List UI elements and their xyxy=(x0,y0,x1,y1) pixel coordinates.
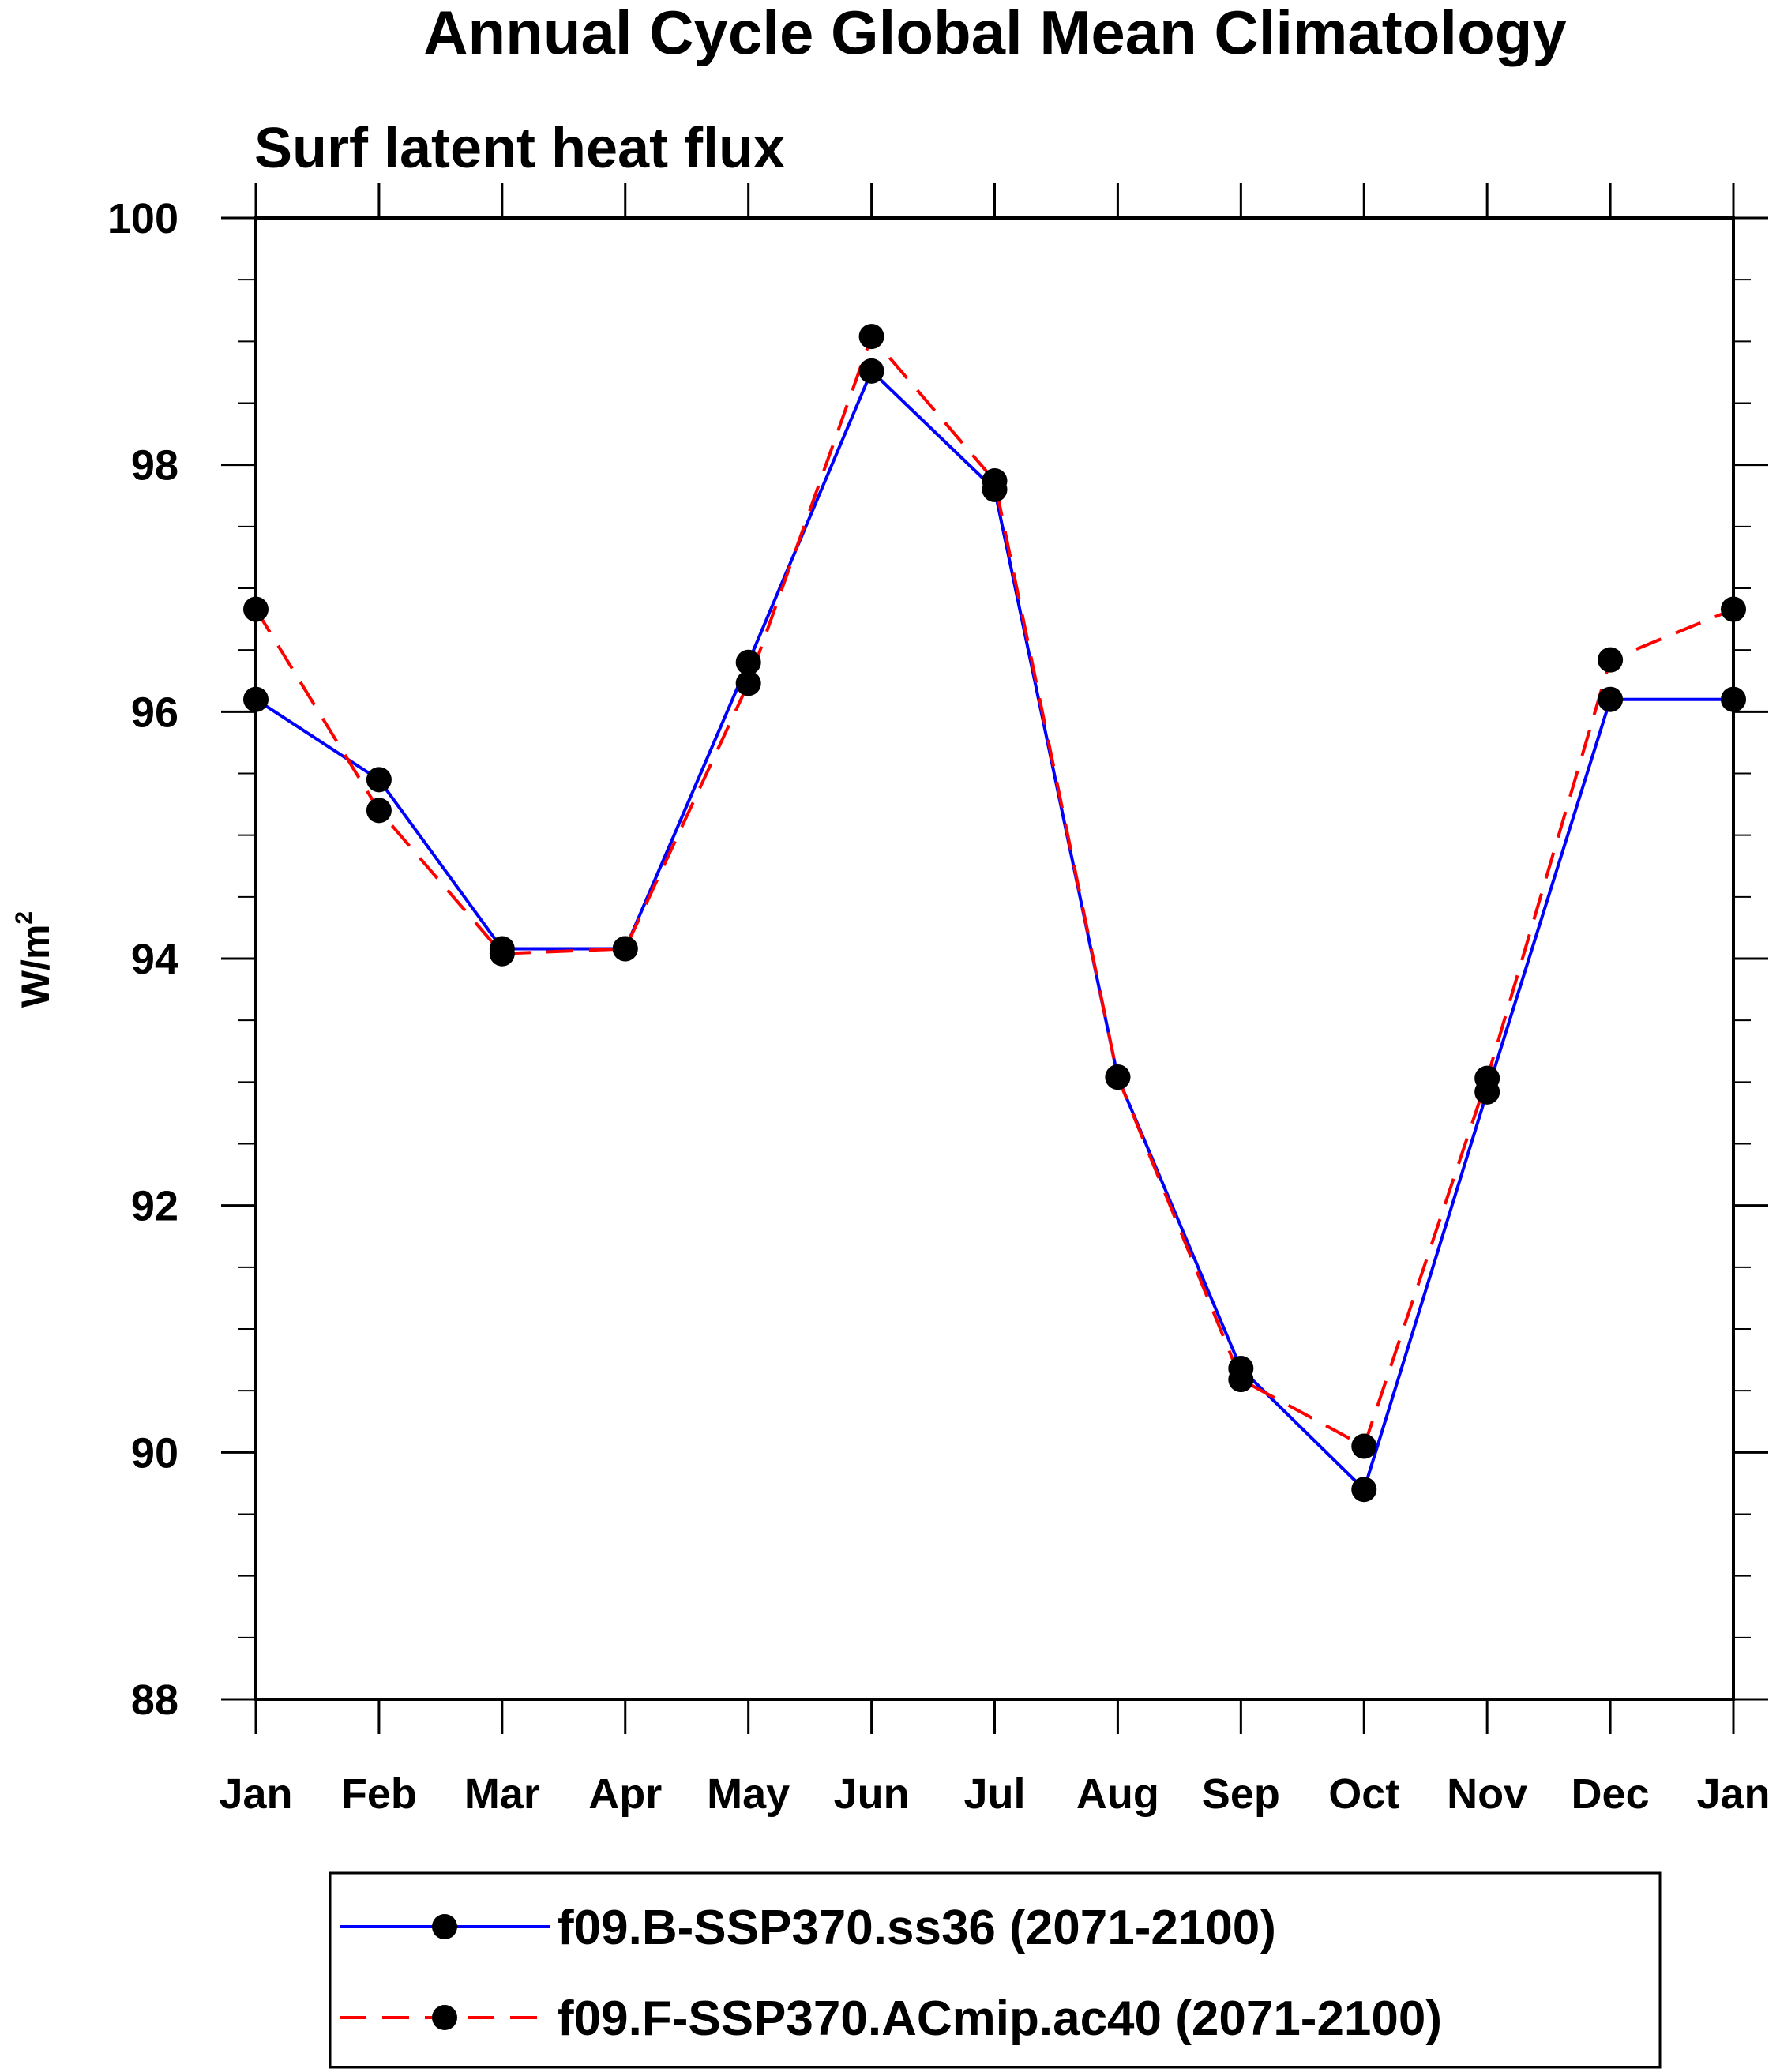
plot-frame xyxy=(254,216,1735,1701)
x-tick-label: Jun xyxy=(834,1770,910,1818)
legend-label-2: f09.F-SSP370.ACmip.ac40 (2071-2100) xyxy=(558,1991,1442,2046)
y-tick-label: 94 xyxy=(131,936,178,983)
series-2-point xyxy=(1105,1064,1131,1090)
series-2-point xyxy=(735,670,761,696)
series-2-point xyxy=(1474,1065,1500,1091)
series-2-point xyxy=(982,467,1008,494)
series-1-point xyxy=(858,358,884,384)
x-tick-label: Apr xyxy=(588,1770,662,1818)
x-tick-label: Nov xyxy=(1447,1770,1527,1818)
chart-subtitle: Surf latent heat flux xyxy=(254,117,785,180)
x-tick-label: Feb xyxy=(341,1770,417,1818)
series-2-point xyxy=(489,940,515,967)
series-layer xyxy=(243,324,1746,1503)
legend-box xyxy=(329,1871,1662,2069)
series-2-point xyxy=(1228,1367,1254,1393)
legend-marker-1 xyxy=(432,1914,457,1939)
y-tick-label: 90 xyxy=(131,1429,178,1477)
series-2-point xyxy=(612,936,638,962)
series-line-1 xyxy=(254,368,1733,1492)
x-tick-label: May xyxy=(707,1770,790,1818)
y-axis-label: W/m2 xyxy=(11,911,58,1008)
y-tick-label: 96 xyxy=(131,689,178,736)
y-axis-label-text: W/m xyxy=(13,925,58,1008)
series-line-2 xyxy=(254,333,1734,1449)
legend-marker-2 xyxy=(432,2005,457,2030)
y-axis-label-superscript: 2 xyxy=(11,911,37,925)
series-1-point xyxy=(1598,686,1624,712)
axis-ticks xyxy=(221,183,1768,1734)
x-tick-label: Jul xyxy=(963,1770,1025,1818)
x-tick-label: Sep xyxy=(1202,1770,1280,1818)
tick-labels: 88 90 92 94 96 98 100 Jan Feb Mar Apr May Jun Jul Aug S… xyxy=(107,195,1771,1818)
svg-text:W/m2: W/m2 xyxy=(11,911,58,1008)
legend: f09.B-SSP370.ss36 (2071-2100) f09.F-SSP37… xyxy=(329,1871,1662,2069)
y-tick-label: 88 xyxy=(131,1676,178,1724)
x-tick-label: Aug xyxy=(1076,1770,1159,1818)
series-2-point xyxy=(366,798,392,824)
legend-label-1: f09.B-SSP370.ss36 (2071-2100) xyxy=(558,1901,1276,1955)
x-tick-label: Mar xyxy=(464,1770,540,1818)
series-2-point xyxy=(1598,647,1624,673)
y-tick-label: 92 xyxy=(131,1183,178,1230)
x-tick-label: Jan xyxy=(1696,1770,1770,1818)
y-tick-label: 100 xyxy=(107,195,178,242)
series-2-point xyxy=(1351,1433,1377,1459)
y-tick-label: 98 xyxy=(131,442,178,490)
chart-title: Annual Cycle Global Mean Climatology xyxy=(423,0,1567,67)
series-2-point xyxy=(858,324,884,350)
x-tick-label: Dec xyxy=(1572,1770,1650,1818)
x-tick-label: Oct xyxy=(1328,1770,1399,1818)
series-1-point xyxy=(735,649,761,675)
series-1-point xyxy=(1351,1477,1377,1503)
x-tick-label: Jan xyxy=(219,1770,292,1818)
series-1-point xyxy=(366,767,392,793)
